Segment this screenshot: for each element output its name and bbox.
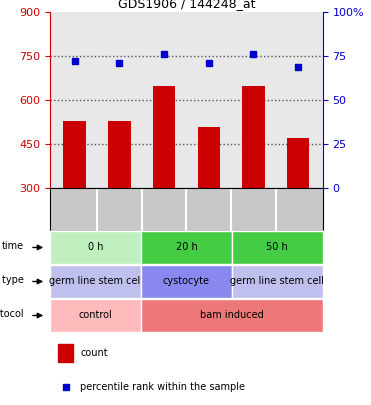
Text: control: control <box>79 311 112 320</box>
Text: cell type: cell type <box>0 275 24 285</box>
Text: bam induced: bam induced <box>200 311 264 320</box>
Text: protocol: protocol <box>0 309 24 319</box>
Text: germ line stem cell: germ line stem cell <box>230 277 324 286</box>
Bar <box>108 121 131 188</box>
Bar <box>153 86 175 188</box>
Bar <box>287 139 309 188</box>
Text: 20 h: 20 h <box>175 243 197 252</box>
Text: germ line stem cell: germ line stem cell <box>49 277 142 286</box>
Text: percentile rank within the sample: percentile rank within the sample <box>80 382 245 392</box>
Bar <box>58 344 73 362</box>
Text: cystocyte: cystocyte <box>163 277 210 286</box>
Bar <box>242 86 265 188</box>
Bar <box>63 121 86 188</box>
Text: time: time <box>2 241 24 251</box>
Text: count: count <box>80 348 108 358</box>
Text: 0 h: 0 h <box>88 243 103 252</box>
Title: GDS1906 / 144248_at: GDS1906 / 144248_at <box>118 0 255 10</box>
Bar <box>198 127 220 188</box>
Text: 50 h: 50 h <box>266 243 288 252</box>
